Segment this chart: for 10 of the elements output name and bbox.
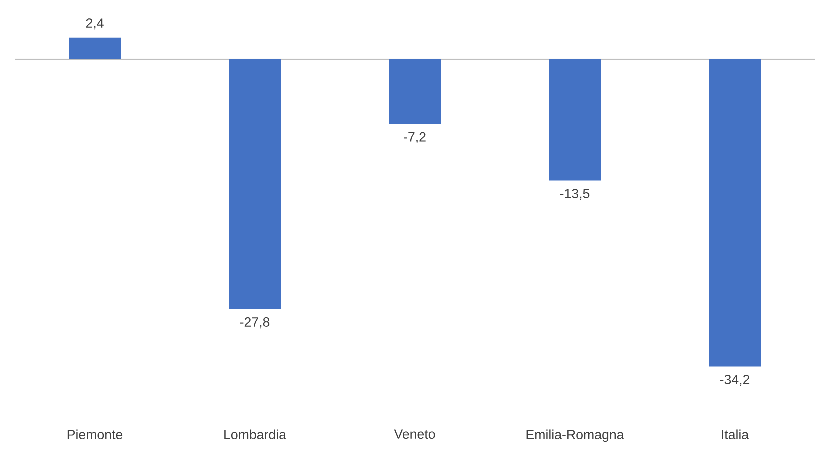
data-label: -27,8	[240, 318, 270, 329]
x-tick-label: Emilia-Romagna	[526, 430, 624, 442]
x-tick-label: Italia	[722, 430, 750, 440]
x-tick-label: Lombardia	[224, 430, 287, 440]
data-label: 2,4	[86, 18, 104, 30]
x-tick-label: Veneto	[394, 430, 436, 440]
data-label: -13,5	[560, 189, 590, 200]
data-label: -7,2	[404, 132, 426, 144]
x-tick-label: Piemonte	[68, 430, 123, 440]
data-label: -34,2	[720, 375, 750, 386]
